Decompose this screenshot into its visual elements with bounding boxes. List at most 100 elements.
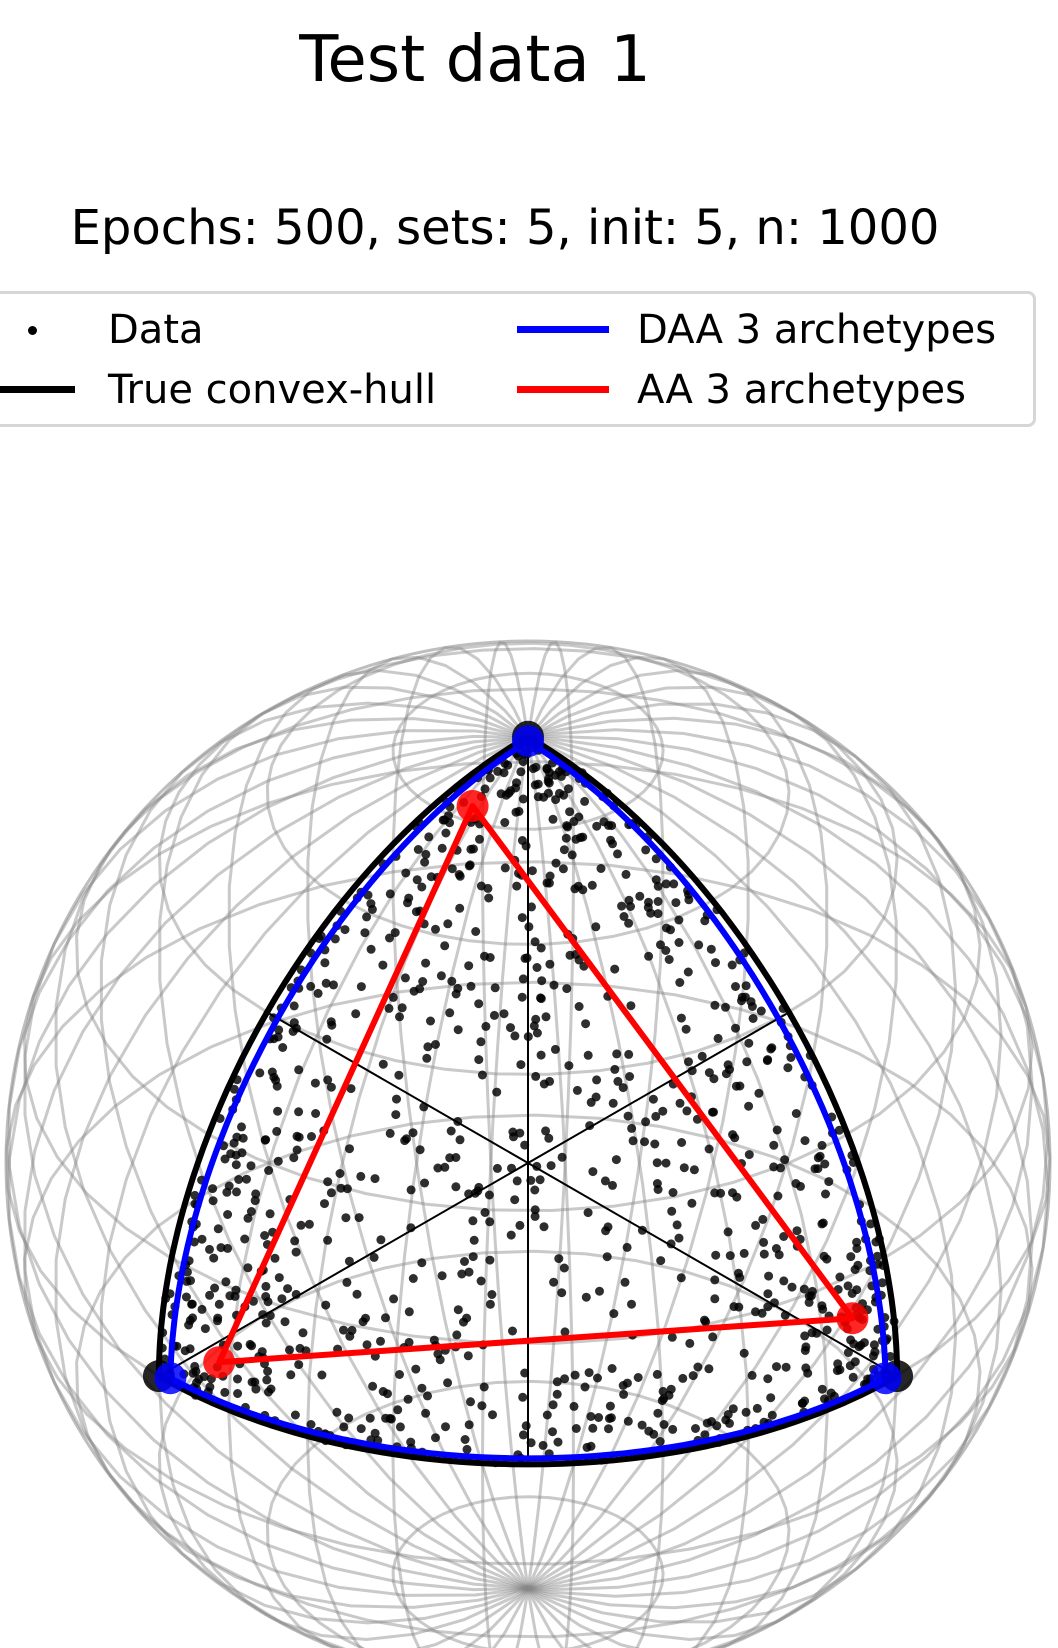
data-point bbox=[336, 1183, 346, 1193]
data-point bbox=[835, 1272, 845, 1282]
data-point bbox=[506, 1023, 515, 1033]
data-point bbox=[289, 1001, 299, 1011]
data-point bbox=[342, 1277, 352, 1287]
data-point bbox=[728, 1404, 738, 1414]
data-point bbox=[488, 1410, 497, 1420]
data-point bbox=[564, 784, 573, 794]
data-point bbox=[532, 1028, 542, 1038]
data-point bbox=[527, 902, 536, 912]
data-point bbox=[546, 1161, 556, 1171]
data-point bbox=[243, 1213, 253, 1223]
data-point bbox=[520, 1368, 530, 1378]
data-point bbox=[500, 863, 510, 873]
data-point bbox=[510, 1195, 520, 1205]
data-point bbox=[691, 1424, 700, 1433]
data-point bbox=[741, 981, 751, 991]
data-point bbox=[781, 1362, 791, 1372]
data-point bbox=[476, 1037, 486, 1047]
data-point bbox=[441, 828, 451, 838]
data-point bbox=[776, 1163, 785, 1173]
data-point bbox=[609, 1309, 619, 1319]
data-point bbox=[294, 1065, 304, 1075]
data-point bbox=[796, 1181, 805, 1191]
data-point bbox=[772, 1362, 781, 1372]
data-point bbox=[628, 1136, 638, 1146]
data-point bbox=[787, 1282, 797, 1292]
data-point bbox=[351, 1009, 361, 1019]
data-point bbox=[376, 1235, 386, 1245]
data-point bbox=[583, 1208, 593, 1218]
data-point bbox=[485, 1255, 495, 1265]
data-point bbox=[395, 1370, 404, 1379]
data-point bbox=[517, 992, 527, 1002]
data-point bbox=[426, 872, 436, 882]
data-point bbox=[539, 1222, 549, 1232]
data-point bbox=[649, 1429, 659, 1439]
data-point bbox=[182, 1276, 192, 1286]
data-point bbox=[661, 946, 671, 955]
meridian-line bbox=[481, 640, 575, 1648]
data-point bbox=[340, 925, 350, 935]
data-point bbox=[390, 928, 400, 938]
data-point bbox=[791, 1109, 801, 1118]
data-point bbox=[611, 1155, 621, 1165]
data-point bbox=[306, 1420, 316, 1429]
data-point bbox=[521, 1421, 531, 1431]
meridian-line bbox=[7, 734, 1050, 1592]
data-point bbox=[385, 1128, 395, 1138]
data-point bbox=[243, 1263, 253, 1273]
data-point bbox=[593, 1373, 602, 1383]
data-point bbox=[464, 1267, 474, 1277]
data-point bbox=[704, 1068, 714, 1078]
data-point bbox=[412, 875, 422, 885]
data-point bbox=[651, 854, 661, 864]
data-point bbox=[469, 844, 478, 854]
data-point bbox=[601, 1226, 611, 1236]
data-point bbox=[537, 976, 547, 986]
data-point bbox=[702, 1418, 712, 1428]
data-point bbox=[548, 1427, 557, 1437]
data-point bbox=[517, 913, 527, 923]
data-point bbox=[292, 1145, 302, 1155]
data-point bbox=[329, 980, 338, 990]
data-point bbox=[411, 1364, 421, 1374]
data-point bbox=[641, 845, 651, 855]
data-point bbox=[245, 1339, 255, 1349]
data-point bbox=[607, 1364, 617, 1373]
data-point bbox=[181, 1292, 191, 1302]
data-point bbox=[759, 1249, 769, 1259]
data-point bbox=[487, 1290, 497, 1299]
meridian-line bbox=[54, 716, 1003, 1609]
data-point bbox=[221, 1277, 231, 1287]
data-point bbox=[515, 1220, 525, 1230]
data-point bbox=[485, 1217, 495, 1227]
data-point bbox=[368, 1381, 378, 1391]
data-point bbox=[455, 1135, 465, 1145]
data-point bbox=[423, 1391, 432, 1401]
data-point bbox=[406, 1185, 416, 1195]
data-point bbox=[310, 1078, 320, 1088]
data-point bbox=[290, 1410, 300, 1420]
meridian-line bbox=[391, 646, 665, 1648]
data-point bbox=[264, 1166, 274, 1175]
data-point bbox=[744, 1101, 754, 1111]
chart-subtitle: Epochs: 500, sets: 5, init: 5, n: 1000 bbox=[70, 200, 940, 256]
data-point bbox=[274, 1273, 284, 1283]
data-point bbox=[320, 958, 330, 968]
data-point bbox=[190, 1190, 200, 1200]
data-point bbox=[258, 1310, 268, 1320]
data-point bbox=[637, 1225, 647, 1235]
data-point bbox=[413, 845, 423, 854]
data-point bbox=[674, 1233, 684, 1243]
data-point bbox=[643, 903, 653, 912]
data-point bbox=[260, 1135, 270, 1145]
data-point bbox=[557, 1288, 567, 1298]
data-point bbox=[510, 1031, 520, 1041]
legend-label: AA 3 archetypes bbox=[637, 367, 966, 413]
data-point bbox=[613, 1076, 623, 1086]
data-point bbox=[817, 1384, 827, 1394]
data-point bbox=[557, 1152, 567, 1162]
data-point bbox=[365, 1413, 375, 1423]
data-point bbox=[617, 901, 627, 911]
